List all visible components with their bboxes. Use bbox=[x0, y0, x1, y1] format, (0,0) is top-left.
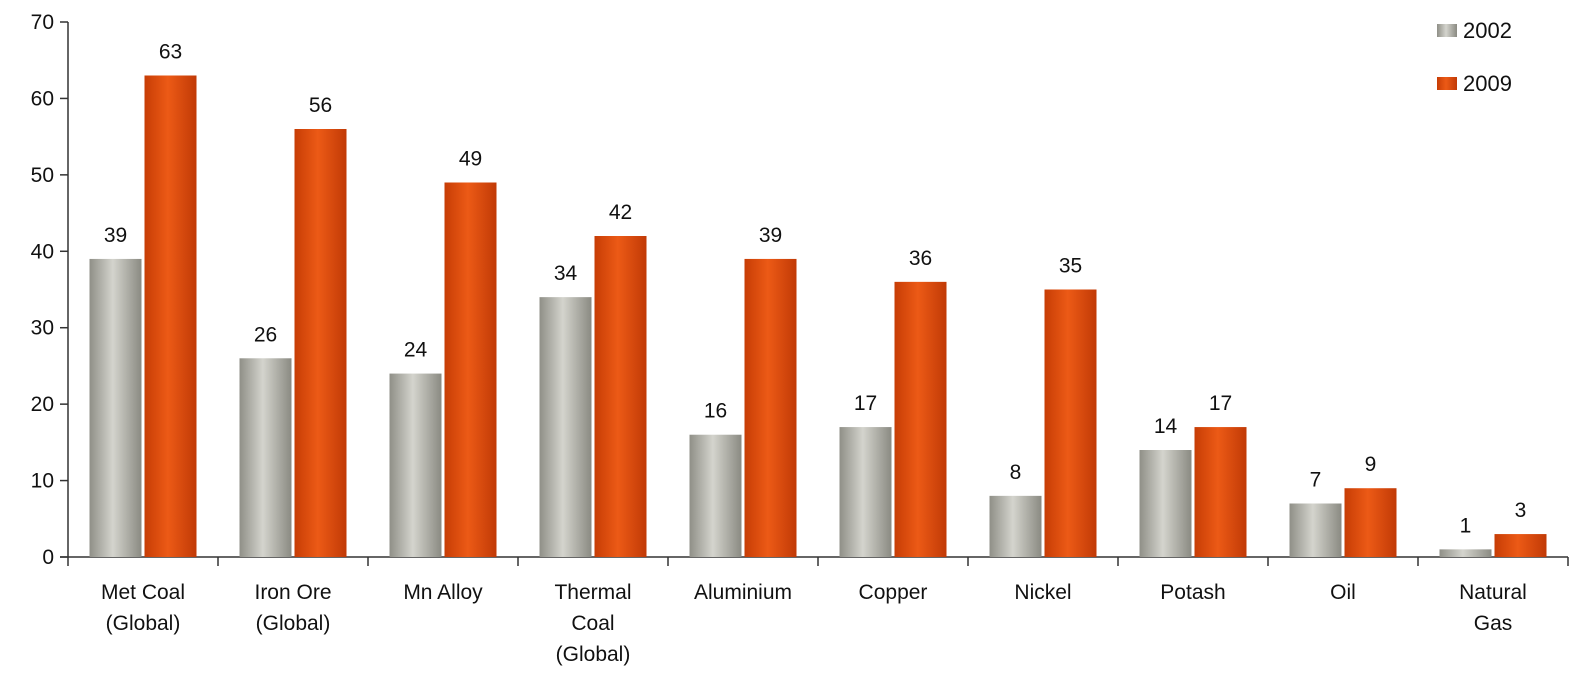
data-label-2002: 17 bbox=[854, 392, 877, 415]
bar-2009 bbox=[744, 258, 797, 557]
bar-2009 bbox=[1044, 289, 1097, 557]
legend: 2002 2009 bbox=[1437, 18, 1512, 96]
data-label-2002: 1 bbox=[1460, 514, 1472, 537]
legend-label-2002: 2002 bbox=[1463, 18, 1512, 43]
data-label-2002: 14 bbox=[1154, 415, 1178, 438]
data-label-2009: 63 bbox=[159, 41, 182, 64]
data-label-2009: 17 bbox=[1209, 392, 1232, 415]
data-label-2002: 39 bbox=[104, 224, 127, 247]
bar-2009 bbox=[444, 182, 497, 557]
data-label-2002: 8 bbox=[1010, 461, 1022, 484]
data-label-2009: 36 bbox=[909, 247, 932, 270]
bar-2002 bbox=[689, 434, 742, 557]
y-tick-label: 70 bbox=[31, 11, 54, 34]
y-tick-label: 30 bbox=[31, 317, 54, 340]
bar-2002 bbox=[539, 297, 592, 557]
x-category-label: Aluminium bbox=[694, 581, 792, 604]
bar-2009 bbox=[1194, 427, 1247, 557]
bar-2009 bbox=[1494, 534, 1547, 557]
bar-2009 bbox=[144, 75, 197, 557]
bar-2002 bbox=[839, 427, 892, 557]
bars bbox=[89, 75, 1547, 557]
x-category-label: Met Coal (Global) bbox=[101, 581, 185, 635]
bar-2002 bbox=[239, 358, 292, 557]
x-category-label: Natural Gas bbox=[1459, 581, 1527, 635]
bar-2009 bbox=[294, 129, 347, 557]
bar-2002 bbox=[1139, 450, 1192, 557]
data-label-2009: 49 bbox=[459, 148, 482, 171]
data-label-2002: 26 bbox=[254, 323, 277, 346]
bar-2009 bbox=[1344, 488, 1397, 557]
data-label-2002: 34 bbox=[554, 262, 578, 285]
x-category-label: Nickel bbox=[1014, 581, 1071, 604]
data-label-2009: 39 bbox=[759, 224, 782, 247]
x-category-label: Potash bbox=[1160, 581, 1225, 604]
data-label-2002: 7 bbox=[1310, 469, 1322, 492]
bar-2002 bbox=[1439, 549, 1492, 557]
legend-swatch-2009 bbox=[1437, 77, 1457, 90]
y-tick-label: 60 bbox=[31, 87, 54, 110]
data-label-2009: 42 bbox=[609, 201, 632, 224]
legend-swatch-2002 bbox=[1437, 24, 1457, 37]
bar-2002 bbox=[1289, 503, 1342, 557]
legend-label-2009: 2009 bbox=[1463, 71, 1512, 96]
y-tick-label: 50 bbox=[31, 164, 54, 187]
bar-2002 bbox=[89, 258, 142, 557]
data-labels: 39 26 24 34 16 17 8 14 7 1 63 56 49 42 39 36 35 17 9 3 bbox=[104, 41, 1527, 538]
y-tick-label: 20 bbox=[31, 393, 54, 416]
data-label-2009: 56 bbox=[309, 94, 332, 117]
data-label-2009: 9 bbox=[1365, 453, 1377, 476]
x-category-label: Copper bbox=[859, 581, 928, 604]
x-category-label: Mn Alloy bbox=[403, 581, 483, 604]
bar-2009 bbox=[594, 236, 647, 557]
data-label-2002: 24 bbox=[404, 339, 428, 362]
axes: 0 10 20 30 40 50 60 70 Met Coal (Global) Iron Ore(… bbox=[31, 11, 1569, 666]
bar-2002 bbox=[989, 495, 1042, 557]
data-label-2009: 35 bbox=[1059, 255, 1082, 278]
data-label-2002: 16 bbox=[704, 400, 727, 423]
y-tick-label: 0 bbox=[42, 546, 54, 569]
bar-2009 bbox=[894, 281, 947, 557]
x-category-label: Oil bbox=[1330, 581, 1356, 604]
bar-2002 bbox=[389, 373, 442, 557]
x-category-label: Iron Ore (Global) bbox=[254, 581, 331, 635]
x-category-label: Thermal Coal (Global) bbox=[554, 581, 631, 666]
y-tick-label: 10 bbox=[31, 470, 54, 493]
y-tick-label: 40 bbox=[31, 240, 54, 263]
data-label-2009: 3 bbox=[1515, 499, 1527, 522]
